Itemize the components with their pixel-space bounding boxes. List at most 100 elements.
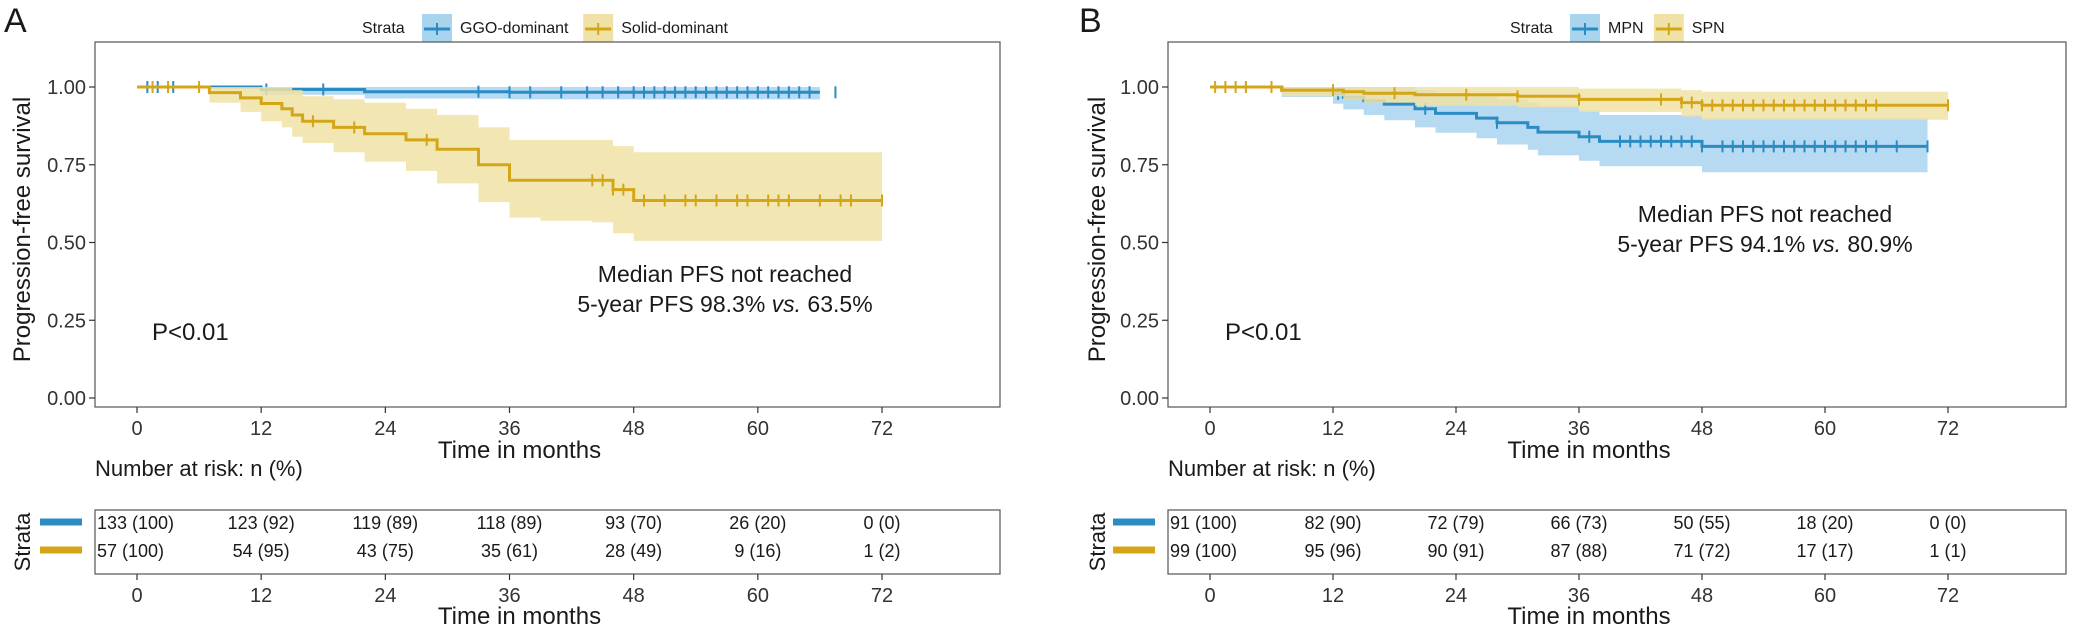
legend-label: GGO-dominant <box>460 20 569 37</box>
x-tick-label: 24 <box>1445 418 1467 440</box>
risk-table-frame <box>94 509 1001 575</box>
risk-cell: 133 (100) <box>97 513 174 533</box>
legend-item: MPN <box>1570 14 1644 44</box>
x-tick-label: 12 <box>1322 418 1344 440</box>
x-tick-label: 72 <box>1937 418 1959 440</box>
risk-x-tick-label: 0 <box>131 585 142 607</box>
risk-x-tick-label: 0 <box>1204 585 1215 607</box>
annotation-five-year-prefix: 5-year PFS 94.1% <box>1617 231 1811 257</box>
risk-cell: 9 (16) <box>734 541 781 561</box>
panel-a: A Strata GGO-dominant Solid-dominant 0.00 0.2… <box>4 2 1001 630</box>
risk-table: Number at risk: n (%) Strata 91 (100) 82 (9… <box>1085 456 2067 630</box>
annotation-five-year: 5-year PFS 94.1% vs. 80.9% <box>1617 231 1912 257</box>
risk-cell: 0 (0) <box>1929 513 1966 533</box>
x-axis-title: Time in months <box>438 437 601 464</box>
risk-x-tick-label: 24 <box>1445 585 1467 607</box>
risk-cell: 57 (100) <box>97 541 164 561</box>
risk-cell: 54 (95) <box>233 541 290 561</box>
y-tick-label: 0.50 <box>47 233 86 255</box>
x-axis-title: Time in months <box>1507 437 1670 464</box>
annotation-five-year-suffix: 80.9% <box>1841 231 1913 257</box>
panel-b: B Strata MPN SPN 0.00 0.25 0.50 0.75 1.00 0 12 24 36… <box>1079 2 2067 630</box>
risk-x-tick-label: 12 <box>1322 585 1344 607</box>
x-tick-label: 0 <box>1204 418 1215 440</box>
risk-table-title: Number at risk: n (%) <box>1168 456 1376 481</box>
risk-cell: 26 (20) <box>729 513 786 533</box>
risk-cell: 1 (1) <box>1929 541 1966 561</box>
y-axis-title: Progression-free survival <box>1084 97 1111 362</box>
p-value: P<0.01 <box>1225 319 1302 346</box>
risk-x-tick-label: 48 <box>623 585 645 607</box>
legend-label: MPN <box>1608 20 1644 37</box>
risk-cell: 93 (70) <box>605 513 662 533</box>
risk-cell: 118 (89) <box>477 513 543 533</box>
risk-strata-label: Strata <box>10 512 35 571</box>
risk-cell: 1 (2) <box>863 541 900 561</box>
risk-cell: 0 (0) <box>863 513 900 533</box>
panel-letter: B <box>1079 2 1102 40</box>
y-tick-label: 1.00 <box>1120 77 1159 99</box>
risk-cell: 18 (20) <box>1796 513 1853 533</box>
y-tick-label: 1.00 <box>47 77 86 99</box>
risk-cell: 119 (89) <box>352 513 418 533</box>
risk-x-axis-title: Time in months <box>1507 603 1670 630</box>
legend-title: Strata <box>1510 20 1553 37</box>
risk-cell: 90 (91) <box>1427 541 1484 561</box>
legend-label: Solid-dominant <box>621 20 728 37</box>
risk-cell: 123 (92) <box>228 513 295 533</box>
y-tick-label: 0.75 <box>47 155 86 177</box>
risk-cell: 66 (73) <box>1550 513 1607 533</box>
risk-table-frame <box>1167 509 2067 575</box>
legend-label: SPN <box>1692 20 1725 37</box>
x-tick-label: 72 <box>871 418 893 440</box>
legend: Strata GGO-dominant Solid-dominant <box>362 14 728 44</box>
series-spn <box>1210 81 1949 120</box>
risk-table: Number at risk: n (%) Strata 133 (100) 123 … <box>10 456 1001 630</box>
risk-table-title: Number at risk: n (%) <box>95 456 303 481</box>
y-tick-label: 0.00 <box>1120 388 1159 410</box>
risk-cell: 87 (88) <box>1550 541 1607 561</box>
x-tick-label: 24 <box>374 418 396 440</box>
risk-x-tick-label: 60 <box>1814 585 1836 607</box>
x-tick-label: 48 <box>1691 418 1713 440</box>
x-tick-label: 0 <box>131 418 142 440</box>
risk-cell: 71 (72) <box>1673 541 1730 561</box>
x-tick-label: 60 <box>747 418 769 440</box>
risk-cell: 35 (61) <box>481 541 538 561</box>
risk-cell: 82 (90) <box>1304 513 1361 533</box>
risk-cell: 43 (75) <box>357 541 414 561</box>
confidence-band <box>1210 87 1928 173</box>
risk-x-tick-label: 36 <box>1568 585 1590 607</box>
risk-x-tick-label: 72 <box>871 585 893 607</box>
legend: Strata MPN SPN <box>1510 14 1725 44</box>
risk-cell: 99 (100) <box>1170 541 1237 561</box>
y-tick-label: 0.25 <box>47 310 86 332</box>
y-tick-label: 0.50 <box>1120 233 1159 255</box>
annotation-five-year-prefix: 5-year PFS 98.3% <box>577 291 771 317</box>
x-tick-label: 36 <box>1568 418 1590 440</box>
panel-letter: A <box>4 2 27 40</box>
risk-x-axis-title: Time in months <box>438 603 601 630</box>
risk-cell: 50 (55) <box>1673 513 1730 533</box>
y-tick-label: 0.75 <box>1120 155 1159 177</box>
risk-x-tick-label: 36 <box>498 585 520 607</box>
x-tick-label: 36 <box>498 418 520 440</box>
risk-cell: 28 (49) <box>605 541 662 561</box>
survival-curve <box>137 85 882 202</box>
risk-strata-label: Strata <box>1085 512 1110 571</box>
y-axis-title: Progression-free survival <box>9 97 36 362</box>
annotation-vs: vs. <box>1812 231 1841 257</box>
annotation-vs: vs. <box>772 291 801 317</box>
legend-item: Solid-dominant <box>583 14 728 44</box>
legend-title: Strata <box>362 20 405 37</box>
legend-item: SPN <box>1653 14 1725 44</box>
annotation-median: Median PFS not reached <box>598 261 852 287</box>
x-tick-label: 60 <box>1814 418 1836 440</box>
risk-cell: 91 (100) <box>1170 513 1237 533</box>
risk-x-tick-label: 72 <box>1937 585 1959 607</box>
risk-x-tick-label: 12 <box>250 585 272 607</box>
series-solid-dominant <box>137 81 883 241</box>
annotation-median: Median PFS not reached <box>1638 201 1892 227</box>
x-tick-label: 12 <box>250 418 272 440</box>
